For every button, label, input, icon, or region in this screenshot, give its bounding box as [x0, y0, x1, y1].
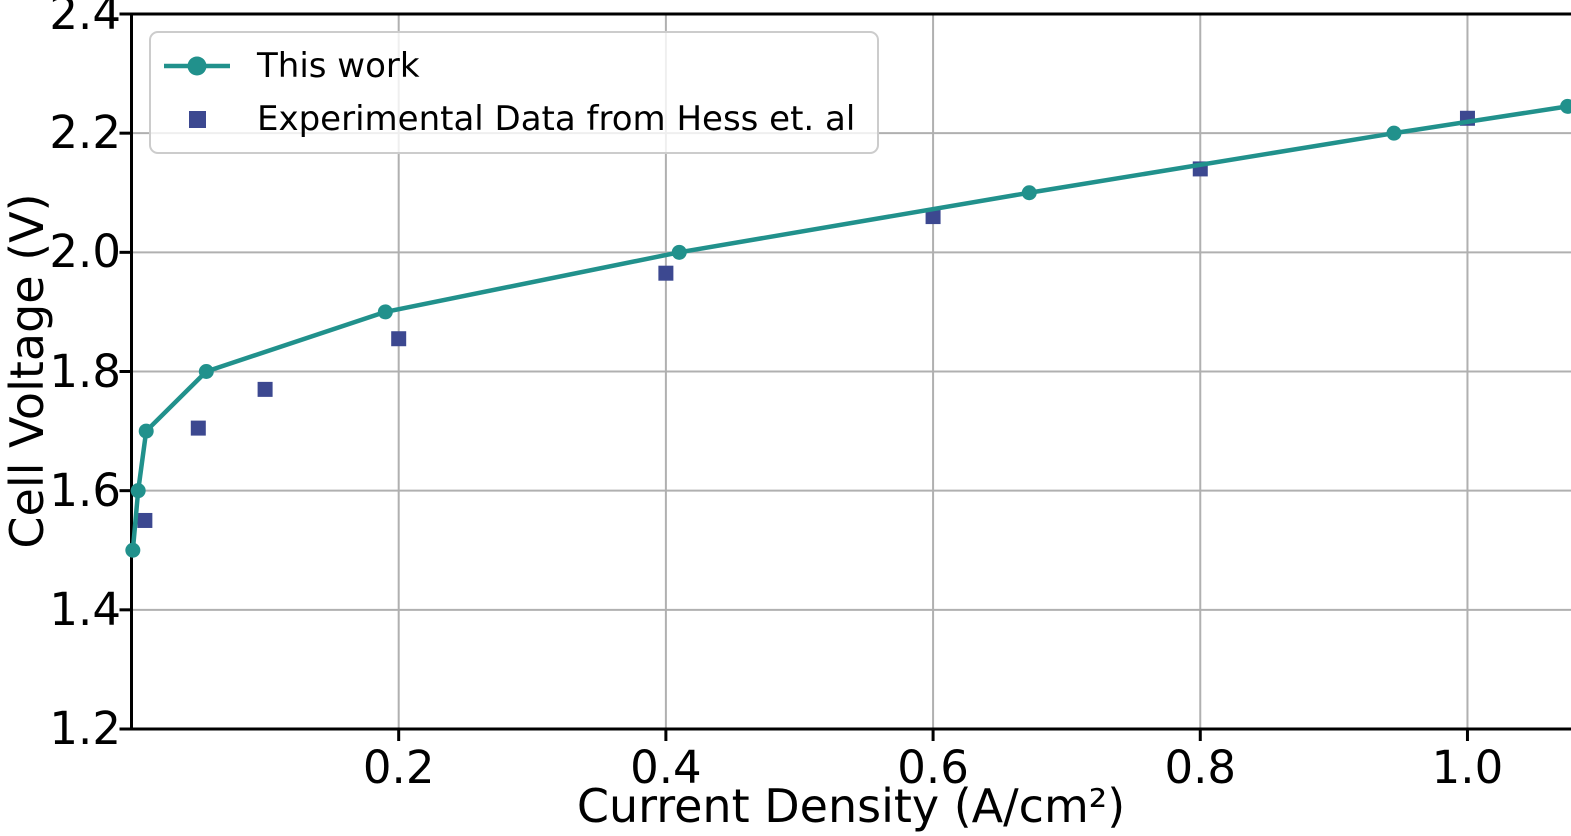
legend-item-this-work: This work: [162, 42, 855, 90]
experimental-data-point: [137, 512, 153, 528]
this-work-data-point: [138, 423, 154, 439]
y-tick-label: 2.2: [49, 106, 121, 160]
this-work-data-point: [377, 304, 393, 320]
y-tick-label: 1.8: [49, 344, 121, 398]
experimental-data-point: [925, 209, 941, 225]
x-tick-label: 0.6: [897, 741, 969, 794]
this-work-data-point: [1386, 125, 1402, 141]
this-work-data-point: [125, 542, 141, 558]
this-work-data-point: [1560, 98, 1571, 114]
square-marker-icon: [189, 111, 206, 128]
legend: This work Experimental Data from Hess et…: [149, 31, 880, 154]
y-tick-label: 2.0: [49, 225, 121, 279]
x-tick-label: 0.8: [1164, 741, 1237, 794]
legend-label-experimental-data: Experimental Data from Hess et. al: [257, 99, 856, 139]
this-work-data-point: [198, 364, 214, 379]
x-axis-title: Current Density (A/cm²): [576, 779, 1126, 833]
y-tick-label: 2.4: [49, 0, 121, 40]
x-tick-label: 0.4: [630, 741, 702, 794]
this-work-data-point: [130, 483, 146, 499]
experimental-data-point: [391, 331, 407, 347]
this-work-data-point: [1021, 185, 1037, 201]
experimental-data-point: [190, 420, 206, 436]
experimental-data-point: [257, 381, 273, 397]
legend-item-experimental-data: Experimental Data from Hess et. al: [162, 95, 855, 143]
this-work-line: [130, 104, 1569, 551]
y-tick-label: 1.6: [49, 463, 121, 517]
experimental-data-point: [658, 265, 674, 281]
this-work-data-point: [671, 244, 687, 260]
line-with-circle-marker-icon: [164, 56, 230, 76]
y-axis-title: Cell Voltage (V): [0, 193, 54, 549]
legend-label-this-work: This work: [257, 46, 420, 86]
y-tick-label: 1.4: [49, 582, 121, 636]
y-tick-label: 1.2: [49, 702, 121, 755]
x-tick-label: 0.2: [362, 741, 435, 794]
x-tick-label: 1.0: [1431, 741, 1504, 794]
